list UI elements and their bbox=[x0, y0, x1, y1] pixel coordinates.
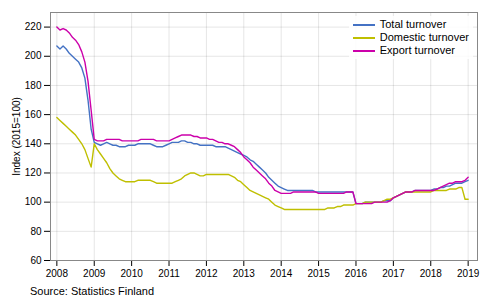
svg-text:2008: 2008 bbox=[46, 268, 69, 279]
svg-text:180: 180 bbox=[25, 80, 42, 91]
html-text:Total turnover: Total turnover bbox=[379, 18, 447, 30]
svg-text:160: 160 bbox=[25, 109, 42, 120]
svg-text:100: 100 bbox=[25, 196, 42, 207]
svg-text:2017: 2017 bbox=[382, 268, 405, 279]
svg-text:Index (2015=100): Index (2015=100) bbox=[11, 97, 22, 176]
svg-text:2015: 2015 bbox=[307, 268, 330, 279]
svg-text:80: 80 bbox=[30, 226, 42, 237]
svg-text:2014: 2014 bbox=[270, 268, 293, 279]
svg-text:220: 220 bbox=[25, 21, 42, 32]
html-text:Domestic turnover: Domestic turnover bbox=[379, 31, 469, 43]
svg-text:2016: 2016 bbox=[345, 268, 368, 279]
svg-text:60: 60 bbox=[30, 255, 42, 266]
svg-text:2018: 2018 bbox=[420, 268, 443, 279]
svg-text:120: 120 bbox=[25, 167, 42, 178]
svg-text:200: 200 bbox=[25, 50, 42, 61]
svg-text:2011: 2011 bbox=[158, 268, 180, 279]
svg-text:2010: 2010 bbox=[121, 268, 144, 279]
svg-text:2012: 2012 bbox=[195, 268, 218, 279]
svg-text:2009: 2009 bbox=[83, 268, 106, 279]
svg-text:2019: 2019 bbox=[457, 268, 480, 279]
html-text:Source: Statistics Finland: Source: Statistics Finland bbox=[30, 285, 155, 297]
svg-text:140: 140 bbox=[25, 138, 42, 149]
svg-text:2013: 2013 bbox=[233, 268, 256, 279]
html-text:Export turnover: Export turnover bbox=[379, 44, 455, 56]
